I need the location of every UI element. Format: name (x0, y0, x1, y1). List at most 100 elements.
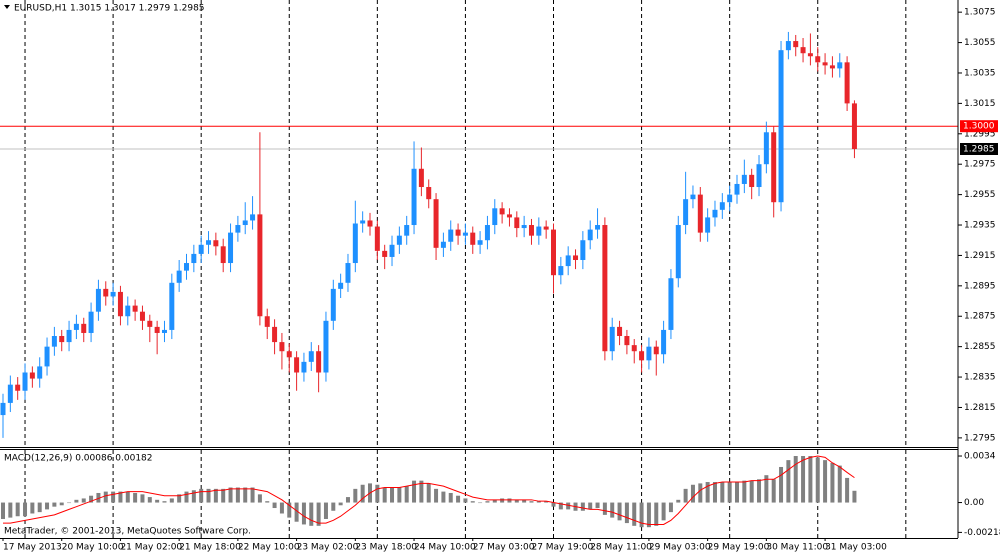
macd-bar (470, 501, 475, 503)
macd-bar (96, 492, 101, 503)
macd-bar (397, 487, 402, 503)
x-tick-label: 22 May 10:00 (238, 543, 300, 553)
candle-body (661, 329, 667, 355)
candle-body (484, 225, 490, 241)
candle-body (242, 220, 248, 226)
macd-bar (390, 487, 395, 503)
candle-body (778, 50, 784, 203)
candle-body (418, 168, 424, 188)
macd-bar (15, 502, 20, 517)
macd-bar (529, 501, 534, 503)
macd-bar (228, 487, 233, 503)
macd-bar (801, 456, 806, 503)
candle-body (95, 288, 101, 312)
macd-bar (89, 495, 94, 503)
candle-body (352, 223, 358, 264)
y-tick-label: 1.3015 (964, 99, 996, 109)
macd-bar (441, 491, 446, 503)
candle-body (499, 208, 505, 215)
candle-body (360, 220, 366, 224)
x-tick-label: 23 May 02:00 (297, 543, 359, 553)
candle-body (675, 225, 681, 279)
macd-bar (485, 501, 490, 503)
candle-body (272, 326, 278, 343)
candle-body (51, 336, 57, 347)
macd-bar (206, 488, 211, 503)
candle-body (44, 346, 50, 367)
candle-body (690, 194, 696, 200)
candle-body (257, 214, 263, 317)
candle-body (609, 326, 615, 352)
x-tick-label: 27 May 03:00 (473, 543, 535, 553)
x-tick-label: 28 May 11:00 (590, 543, 652, 553)
x-tick-label: 30 May 11:00 (766, 543, 828, 553)
candle-body (800, 47, 806, 54)
candle-body (294, 357, 300, 373)
y-tick-label: 1.2795 (964, 433, 996, 443)
candle-body (749, 174, 755, 188)
price-header: EURUSD,H1 1.3015 1.3017 1.2979 1.2985 (14, 4, 205, 14)
candle-body (103, 288, 109, 297)
candle-body (286, 351, 292, 358)
x-tick-label: 17 May 2013 (3, 543, 62, 553)
y-tick-label: 1.2835 (964, 373, 996, 383)
candle-body (338, 282, 344, 289)
macd-bar (588, 502, 593, 510)
y-tick-label: 1.2955 (964, 190, 996, 200)
candle-body (477, 240, 483, 245)
macd-bar (118, 491, 123, 503)
candle-body (367, 220, 373, 227)
macd-bar (360, 484, 365, 503)
macd-bar (852, 490, 857, 503)
macd-bar (779, 466, 784, 503)
macd-header: MACD(12,26,9) 0.00086 0.00182 (4, 454, 153, 464)
x-tick-label: 24 May 10:00 (414, 543, 476, 553)
macd-bar (353, 488, 358, 503)
price-level-tag (960, 120, 998, 133)
candle-body (756, 164, 762, 188)
macd-bar (610, 502, 615, 518)
y-tick-label: 1.3035 (964, 68, 996, 78)
macd-bar (690, 484, 695, 503)
macd-bar (265, 501, 270, 503)
macd-bar (162, 501, 167, 503)
signal-line (3, 455, 855, 525)
macd-bar (316, 502, 321, 526)
macd-bar (382, 487, 387, 503)
macd-bar (727, 482, 732, 503)
macd-bar (617, 502, 622, 521)
x-tick-label: 21 May 18:00 (179, 543, 241, 553)
macd-bar (250, 487, 255, 503)
macd-bar (448, 492, 453, 503)
x-tick-label: 31 May 03:00 (825, 543, 887, 553)
candle-body (73, 323, 79, 330)
macd-bar (712, 482, 717, 503)
candle-body (536, 226, 542, 236)
y-tick-label: 1.2875 (964, 312, 996, 322)
macd-bar (243, 487, 248, 503)
macd-bar (434, 488, 439, 503)
macd-bar (698, 483, 703, 503)
candle-body (316, 351, 322, 373)
candle-body (844, 62, 850, 104)
candle-body (602, 225, 608, 352)
macd-bar (632, 502, 637, 526)
macd-bar (155, 499, 160, 503)
macd-bar (279, 502, 284, 514)
copyright: MetaTrader, © 2001-2013, MetaQuotes Soft… (4, 527, 251, 537)
candle-body (492, 208, 498, 226)
candle-body (29, 372, 35, 379)
candle-body (617, 326, 623, 337)
macd-bar (815, 457, 820, 503)
x-tick-label: 23 May 18:00 (355, 543, 417, 553)
macd-bar (45, 502, 50, 510)
macd-bar (412, 480, 417, 503)
macd-bar (595, 502, 600, 509)
macd-bar (720, 482, 725, 503)
candle-body (807, 53, 813, 57)
candle-body (235, 225, 241, 233)
macd-bar (646, 502, 651, 528)
macd-bar (676, 499, 681, 503)
macd-bar (272, 502, 277, 509)
